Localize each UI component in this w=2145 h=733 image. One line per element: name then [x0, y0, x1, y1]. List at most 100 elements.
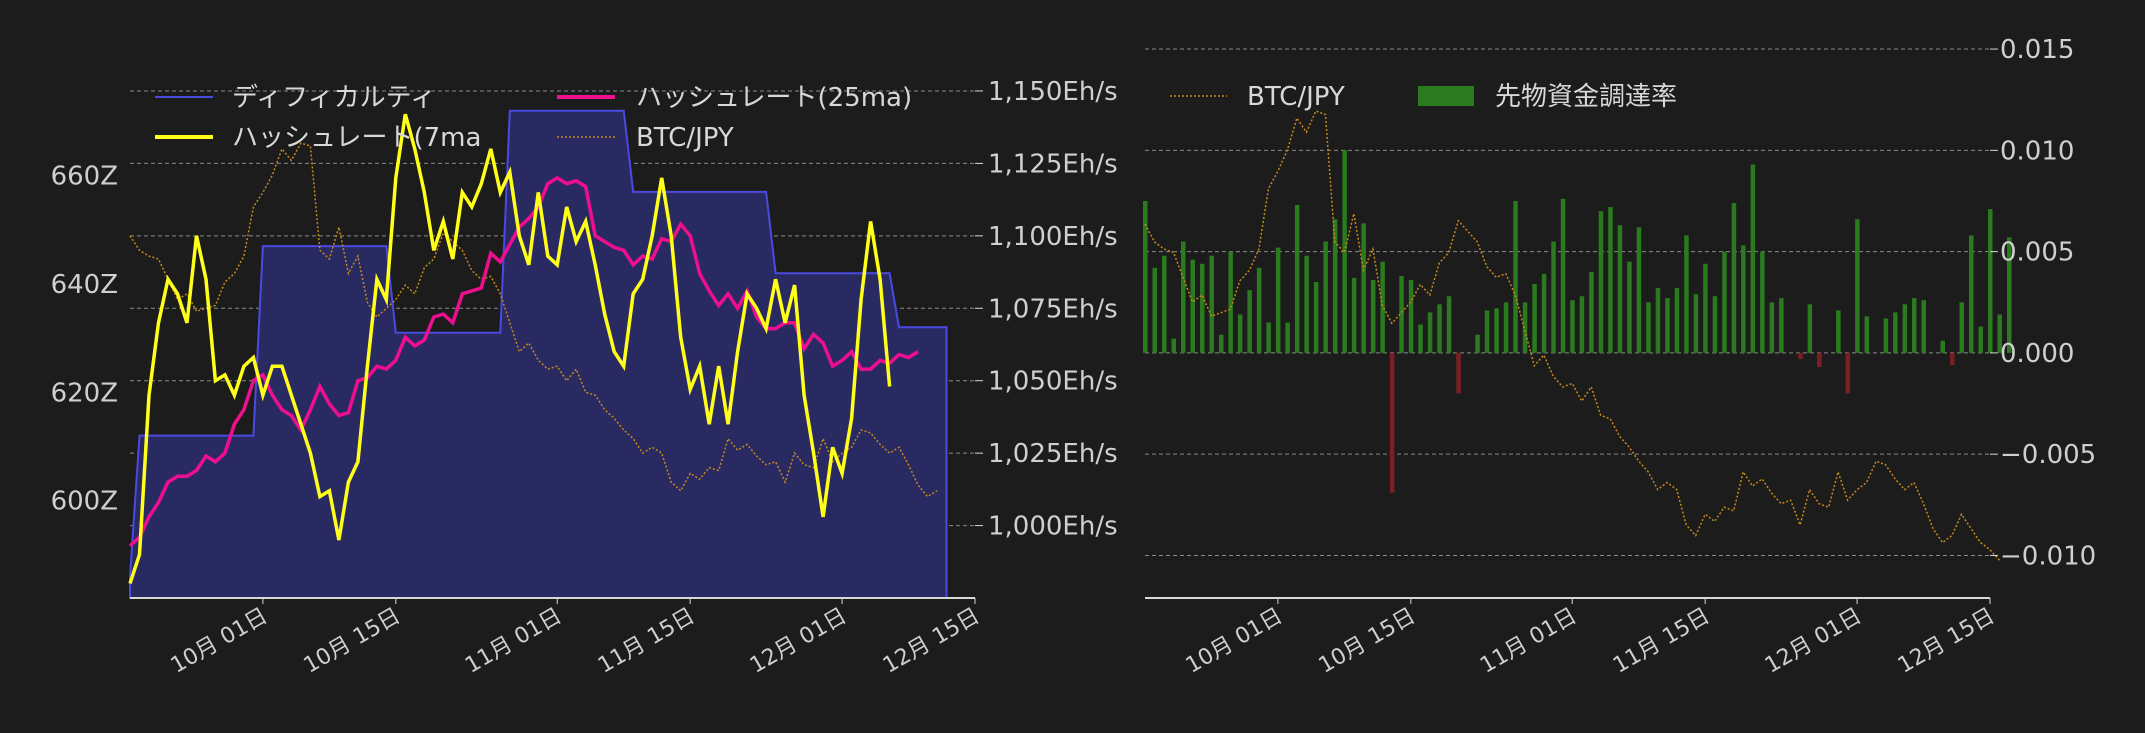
left-right-tick-0: 1,000Eh/s [988, 512, 1118, 542]
funding-bar [1351, 277, 1357, 353]
funding-bar [1190, 259, 1195, 353]
funding-bar [1817, 352, 1822, 368]
right-x-ticks: 10月 01日 10月 15日 11月 01日 11月 15日 12月 01日 12月 1… [1182, 598, 1999, 679]
funding-bar [1437, 304, 1442, 353]
funding-bar [1570, 300, 1575, 353]
funding-bar [1532, 284, 1537, 353]
funding-bar [1266, 322, 1271, 353]
funding-bar [1275, 247, 1281, 353]
funding-bar [1997, 314, 2002, 353]
funding-bar [1285, 322, 1290, 353]
funding-bar [1589, 271, 1594, 353]
funding-bar [1912, 298, 1917, 353]
left-x-tick-5: 12月 15日 [879, 604, 984, 679]
funding-bar [1988, 209, 1993, 353]
funding-bar [1769, 302, 1775, 353]
funding-bar [1655, 288, 1661, 353]
funding-bar [1969, 235, 1974, 353]
funding-bar [1712, 296, 1718, 353]
left-right-tick-3: 1,075Eh/s [988, 294, 1118, 324]
funding-bar [1646, 302, 1651, 353]
btc-jpy-line-right [1144, 110, 2001, 561]
funding-bar [1503, 302, 1509, 353]
funding-bar [1760, 251, 1765, 353]
funding-bar [1200, 263, 1205, 353]
funding-bar [1494, 308, 1499, 353]
funding-bar [1237, 314, 1243, 353]
right-y-tick-2: 0.000 [2000, 339, 2074, 369]
legend-swatch-funding-rate [1418, 86, 1474, 106]
right-x-tick-0: 10月 01日 [1182, 604, 1287, 679]
left-y-tick-3: 660Z [51, 162, 118, 192]
funding-bar [1332, 219, 1338, 353]
btc-jpy-line-left [129, 142, 938, 498]
funding-bar [1427, 312, 1433, 353]
left-x-ticks: 10月 01日 10月 15日 11月 01日 11月 15日 12月 01日 12月 1… [167, 598, 984, 679]
funding-bar [1256, 267, 1262, 353]
legend-label-funding-rate: 先物資金調達率 [1495, 82, 1677, 112]
hashrate-7ma-line [128, 113, 892, 585]
right-x-tick-5: 12月 15日 [1894, 604, 1999, 679]
funding-bar [1627, 261, 1632, 353]
funding-bar [1731, 203, 1737, 353]
funding-bar [1902, 304, 1908, 353]
funding-bar [1807, 304, 1813, 353]
funding-bar [1798, 352, 1803, 359]
left-right-axis-ticks: 1,000Eh/s 1,025Eh/s 1,050Eh/s 1,075Eh/s 1,10… [975, 77, 1118, 542]
funding-bar [1541, 273, 1547, 353]
funding-bar [1665, 298, 1670, 353]
funding-bar [1883, 318, 1889, 353]
funding-bar [1313, 282, 1319, 353]
funding-bar [1446, 296, 1452, 353]
funding-bar [1693, 294, 1699, 353]
funding-bar [1162, 255, 1167, 353]
legend-label-btc-jpy: BTC/JPY [636, 123, 734, 153]
funding-bar [1674, 288, 1680, 353]
left-right-tick-6: 1,150Eh/s [988, 77, 1118, 107]
funding-bar [1617, 225, 1623, 353]
legend-label-hashrate-25ma: ハッシュレート(25ma) [636, 83, 912, 113]
funding-bar [1389, 352, 1395, 493]
funding-bar [1636, 227, 1642, 353]
funding-bar [1959, 302, 1964, 353]
left-y-axis-ticks: 600Z 620Z 640Z 660Z [51, 162, 118, 517]
difficulty-area [129, 109, 948, 599]
right-legend: BTC/JPY 先物資金調達率 [1170, 82, 1677, 112]
funding-bar [1845, 352, 1851, 394]
funding-bar [1921, 300, 1926, 353]
left-right-tick-5: 1,125Eh/s [988, 149, 1118, 179]
funding-bar [1779, 298, 1784, 353]
right-y-axis-ticks: −0.010 −0.005 0.000 0.005 0.010 0.015 [1990, 35, 2096, 571]
funding-bar [1484, 310, 1490, 353]
funding-bar [1361, 223, 1366, 353]
right-y-tick-0: −0.010 [2000, 541, 2096, 571]
funding-bar [1418, 324, 1423, 353]
funding-bar [1513, 201, 1518, 353]
right-x-tick-1: 10月 15日 [1315, 604, 1420, 679]
funding-bar [1304, 255, 1309, 353]
right-chart: −0.010 −0.005 0.000 0.005 0.010 0.015 10月 01日… [1143, 35, 2096, 679]
left-y-tick-1: 620Z [51, 378, 118, 408]
funding-bar [1703, 263, 1708, 353]
funding-bar [1893, 312, 1898, 353]
funding-bar [1323, 241, 1328, 353]
legend-label-btc-jpy-right: BTC/JPY [1247, 82, 1345, 112]
funding-bar [1684, 235, 1689, 353]
left-x-tick-2: 11月 01日 [461, 604, 566, 679]
funding-bar [1475, 334, 1480, 353]
funding-bar [1608, 207, 1613, 353]
right-y-tick-1: −0.005 [2000, 440, 2096, 470]
funding-bar [1855, 219, 1860, 353]
right-x-tick-4: 12月 01日 [1761, 604, 1866, 679]
left-y-tick-2: 640Z [51, 270, 118, 300]
funding-rate-bars [1143, 150, 2012, 493]
funding-bar [1598, 211, 1604, 353]
left-right-tick-1: 1,025Eh/s [988, 439, 1118, 469]
funding-bar [1209, 255, 1214, 353]
funding-bar [1940, 340, 1945, 353]
legend-label-hashrate-7ma: ハッシュレート(7ma [232, 123, 481, 153]
left-legend: ディフィカルティ ハッシュレート(7ma ハッシュレート(25ma) BTC/J… [155, 83, 912, 153]
funding-bar [1579, 296, 1585, 353]
funding-bar [1294, 205, 1300, 353]
funding-bar [1399, 275, 1404, 353]
